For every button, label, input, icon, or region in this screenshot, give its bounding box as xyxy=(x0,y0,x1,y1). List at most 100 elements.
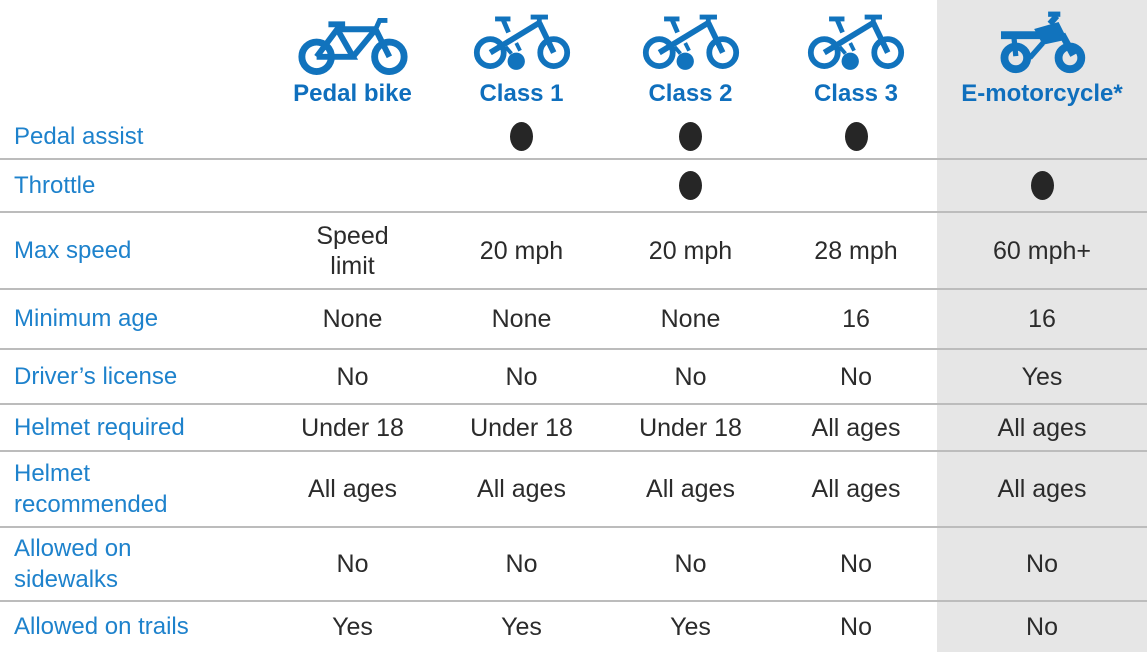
cell-value: All ages xyxy=(477,475,566,503)
cell-value: No xyxy=(505,550,538,578)
cell-value: None xyxy=(660,305,721,333)
table-cell: None xyxy=(437,290,606,348)
cell-value: No xyxy=(505,362,538,391)
cell-value: All ages xyxy=(646,475,735,503)
table-cell xyxy=(268,160,437,211)
cell-value: 20 mph xyxy=(479,236,564,265)
table-cell: No xyxy=(606,350,775,403)
cell-value: Speed limit xyxy=(316,221,389,280)
table-row: Allowed on trails Yes Yes Yes No No xyxy=(0,602,1147,652)
cell-value: Under 18 xyxy=(301,413,404,442)
feature-dot xyxy=(844,122,868,151)
header-cell-empty xyxy=(0,0,268,115)
table-cell: 20 mph xyxy=(437,213,606,288)
column-title: Pedal bike xyxy=(293,79,412,107)
cell-value: Under 18 xyxy=(470,413,573,442)
table-header: Pedal bike Class 1 xyxy=(0,0,1147,115)
table-cell: No xyxy=(937,602,1147,652)
table-row: Driver’s license No No No No Yes xyxy=(0,350,1147,405)
table-body: Pedal assist Throttle Max speed Speed li… xyxy=(0,115,1147,652)
cell-value: No xyxy=(1026,550,1058,578)
table-cell: Speed limit xyxy=(268,213,437,288)
table-cell xyxy=(268,115,437,158)
cell-value: All ages xyxy=(811,413,901,442)
table-cell xyxy=(775,160,937,211)
table-cell: No xyxy=(437,528,606,600)
table-cell xyxy=(606,160,775,211)
table-cell: No xyxy=(775,528,937,600)
table-row: Pedal assist xyxy=(0,115,1147,160)
pedal-bike-icon xyxy=(294,12,412,76)
cell-value: 20 mph xyxy=(648,236,733,265)
cell-value: Yes xyxy=(1021,362,1063,391)
row-label-cell: Allowed on sidewalks xyxy=(0,528,268,600)
row-label-cell: Helmet recommended xyxy=(0,452,268,526)
table-row: Minimum age None None None 16 16 xyxy=(0,290,1147,350)
feature-dot xyxy=(510,122,533,151)
cell-value: Yes xyxy=(501,613,542,641)
table-cell: No xyxy=(937,528,1147,600)
row-label: Pedal assist xyxy=(14,122,144,150)
feature-dot xyxy=(679,122,702,151)
table-cell: All ages xyxy=(606,452,775,526)
cell-value: 28 mph xyxy=(814,236,898,265)
cell-value: All ages xyxy=(811,475,901,503)
cell-value: No xyxy=(336,362,369,391)
table-cell xyxy=(437,115,606,158)
header-cell-emotorcycle: E-motorcycle* xyxy=(937,0,1147,115)
table-cell: No xyxy=(775,602,937,652)
cell-value: Yes xyxy=(332,613,373,641)
cell-value: No xyxy=(674,362,707,391)
cell-value: No xyxy=(674,550,707,578)
table-cell: Under 18 xyxy=(437,405,606,450)
column-title: Class 3 xyxy=(813,79,899,107)
cell-value: All ages xyxy=(997,475,1087,503)
row-label-cell: Pedal assist xyxy=(0,115,268,158)
header-cell-class2: Class 2 xyxy=(606,0,775,115)
cell-value: No xyxy=(840,550,872,578)
cell-value: Under 18 xyxy=(639,413,742,442)
table-row: Throttle xyxy=(0,160,1147,213)
table-cell: Yes xyxy=(606,602,775,652)
table-cell: No xyxy=(606,528,775,600)
table-cell: Under 18 xyxy=(268,405,437,450)
table-cell: All ages xyxy=(937,452,1147,526)
row-label: Throttle xyxy=(14,171,96,199)
row-label: Helmet required xyxy=(14,413,185,441)
table-cell: All ages xyxy=(775,405,937,450)
row-label: Max speed xyxy=(14,236,132,264)
cell-value: 60 mph+ xyxy=(993,236,1091,265)
cell-value: 16 xyxy=(842,305,870,333)
e-bike-icon xyxy=(472,10,572,76)
table-row: Helmet required Under 18 Under 18 Under 18… xyxy=(0,405,1147,452)
table-cell: Yes xyxy=(937,350,1147,403)
e-motorcycle-icon xyxy=(994,10,1090,76)
table-cell: Yes xyxy=(437,602,606,652)
table-row: Helmet recommended All ages All ages All a… xyxy=(0,452,1147,528)
cell-value: All ages xyxy=(308,475,397,503)
table-cell: All ages xyxy=(268,452,437,526)
table-cell xyxy=(937,115,1147,158)
table-row: Allowed on sidewalks No No No No No xyxy=(0,528,1147,602)
header-cell-pedal-bike: Pedal bike xyxy=(268,0,437,115)
row-label: Driver’s license xyxy=(14,362,178,390)
cell-value: 16 xyxy=(1028,305,1056,333)
header-cell-class3: Class 3 xyxy=(775,0,937,115)
table-cell: None xyxy=(268,290,437,348)
table-cell xyxy=(606,115,775,158)
table-cell xyxy=(937,160,1147,211)
table-cell: Under 18 xyxy=(606,405,775,450)
column-title: Class 2 xyxy=(648,79,733,107)
column-title: Class 1 xyxy=(479,79,564,107)
table-cell: 28 mph xyxy=(775,213,937,288)
row-label-cell: Driver’s license xyxy=(0,350,268,403)
table-cell: No xyxy=(268,350,437,403)
table-cell: 16 xyxy=(775,290,937,348)
cell-value: No xyxy=(840,362,872,391)
feature-dot xyxy=(1030,171,1054,200)
cell-value: None xyxy=(322,305,383,333)
cell-value: No xyxy=(336,550,369,578)
row-label-cell: Allowed on trails xyxy=(0,602,268,652)
table-cell: No xyxy=(437,350,606,403)
